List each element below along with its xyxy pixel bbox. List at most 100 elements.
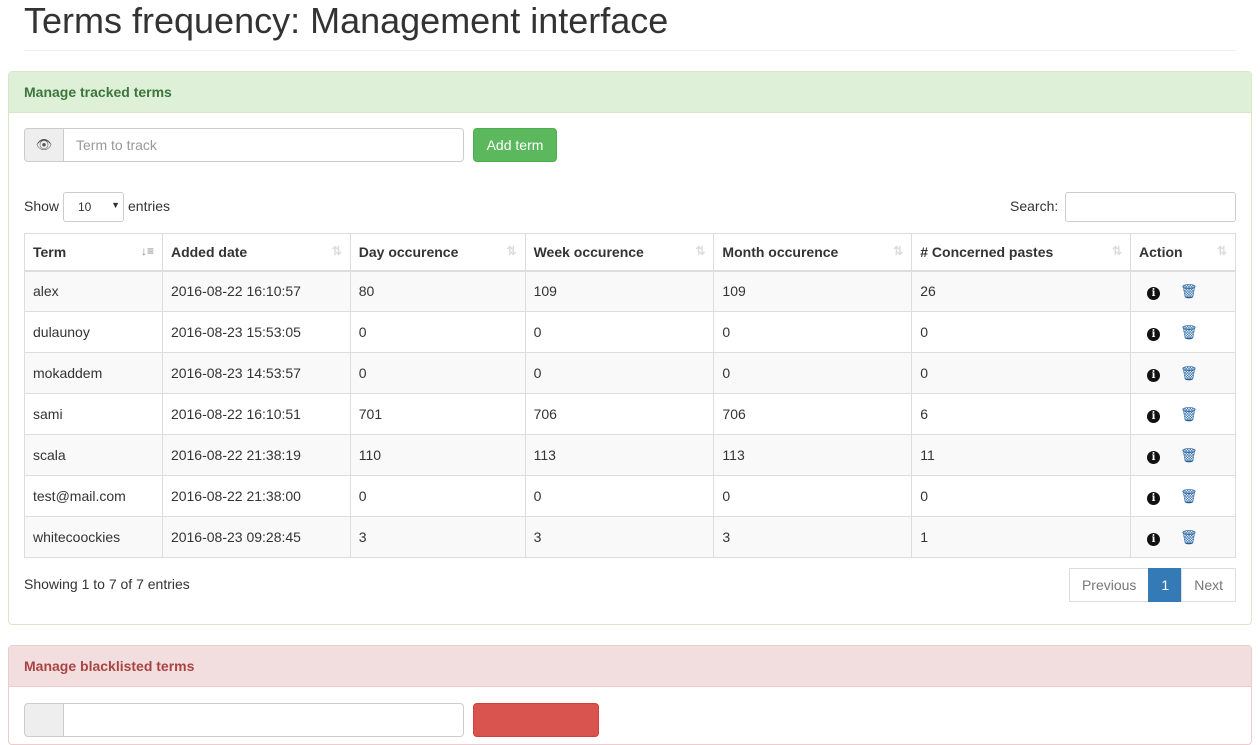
table-cell: 2016-08-22 16:10:57: [161, 270, 351, 312]
sort-icon: ⇅: [1216, 244, 1227, 258]
chevron-down-icon: ▼: [111, 200, 120, 210]
trash-icon[interactable]: 🗑: [1180, 323, 1198, 340]
info-icon[interactable]: i: [1147, 450, 1161, 464]
action-cell: i 🗑: [1130, 393, 1236, 435]
table-cell: 0: [349, 352, 526, 394]
table-cell: 2016-08-23 15:53:05: [161, 311, 351, 353]
trash-icon[interactable]: 🗑: [1180, 528, 1198, 545]
sort-ascending-icon: ↓≡: [140, 244, 154, 258]
sort-icon: ⇅: [506, 244, 517, 258]
table-cell: 0: [713, 352, 913, 394]
table-cell: whitecoockies: [24, 516, 163, 558]
table-cell: 6: [911, 393, 1132, 435]
table-row: alex 2016-08-22 16:10:57 80 109 109 26 i 🗑: [24, 270, 1236, 312]
action-cell: i 🗑: [1130, 311, 1236, 353]
column-label: Week occurence: [533, 243, 644, 260]
table-cell: 113: [524, 434, 715, 476]
table-cell: 0: [911, 311, 1132, 353]
table-cell: 3: [713, 516, 913, 558]
table-cell: 1: [911, 516, 1132, 558]
panel-heading: Manage tracked terms: [9, 72, 1251, 113]
table-cell: 0: [911, 475, 1132, 517]
table-cell: 0: [349, 311, 526, 353]
table-cell: 0: [713, 475, 913, 517]
table-cell: 0: [349, 475, 526, 517]
table-row: whitecoockies 2016-08-23 09:28:45 3 3 3 1 i 🗑: [24, 516, 1236, 558]
table-cell: 3: [524, 516, 715, 558]
info-icon[interactable]: i: [1147, 368, 1161, 382]
column-header[interactable]: Term ↓≡: [24, 233, 163, 272]
table-row: test@mail.com 2016-08-22 21:38:00 0 0 0 0 i 🗑: [24, 475, 1236, 517]
column-header[interactable]: Week occurence ⇅: [524, 233, 715, 272]
term-to-track-input[interactable]: [64, 128, 464, 162]
trash-icon[interactable]: 🗑: [1180, 405, 1198, 422]
page-title: Terms frequency: Management interface: [24, 0, 669, 41]
sort-icon: ⇅: [331, 244, 342, 258]
panel-heading: Manage blacklisted terms: [9, 646, 1251, 687]
table-cell: 701: [349, 393, 526, 435]
info-icon[interactable]: i: [1147, 286, 1161, 300]
next-button[interactable]: Next: [1181, 568, 1236, 602]
table-cell: 0: [524, 352, 715, 394]
sort-icon: ⇅: [1111, 244, 1123, 258]
column-label: # Concerned pastes: [920, 243, 1054, 260]
table-cell: sami: [24, 393, 163, 435]
column-header[interactable]: Month occurence ⇅: [713, 233, 913, 272]
action-cell: i 🗑: [1130, 352, 1236, 394]
page-size-value: 10: [78, 200, 92, 214]
blacklist-term-input[interactable]: [64, 703, 464, 737]
page-1-button[interactable]: 1: [1148, 568, 1183, 602]
table-cell: dulaunoy: [24, 311, 163, 353]
info-icon[interactable]: i: [1147, 409, 1161, 423]
table-row: dulaunoy 2016-08-23 15:53:05 0 0 0 0 i 🗑: [24, 311, 1236, 353]
blacklist-term-button[interactable]: [473, 703, 599, 737]
trash-icon[interactable]: 🗑: [1180, 487, 1198, 504]
column-header[interactable]: Added date ⇅: [161, 233, 351, 272]
page-size-select[interactable]: 10 ▼: [63, 192, 124, 222]
search-label: Search:: [1010, 198, 1059, 214]
table-cell: 2016-08-22 16:10:51: [161, 393, 351, 435]
action-cell: i 🗑: [1130, 475, 1236, 517]
table-cell: 2016-08-22 21:38:00: [161, 475, 351, 517]
table-cell: test@mail.com: [24, 475, 163, 517]
search-input[interactable]: [1065, 192, 1236, 222]
column-label: Added date: [170, 243, 248, 260]
trash-icon[interactable]: 🗑: [1180, 446, 1198, 463]
pagination: Previous 1 Next: [1068, 568, 1236, 602]
table-cell: 0: [911, 352, 1132, 394]
table-cell: 109: [524, 270, 715, 312]
table-cell: 2016-08-23 14:53:57: [161, 352, 351, 394]
entries-label: entries: [128, 198, 171, 214]
table-cell: mokaddem: [24, 352, 163, 394]
table-cell: 0: [524, 475, 715, 517]
table-cell: 80: [349, 270, 526, 312]
table-cell: 11: [911, 434, 1132, 476]
column-header[interactable]: # Concerned pastes ⇅: [911, 233, 1132, 272]
table-cell: 706: [524, 393, 715, 435]
info-icon[interactable]: i: [1147, 491, 1161, 505]
blacklist-input-group: [24, 703, 464, 737]
column-header[interactable]: Action ⇅: [1130, 233, 1236, 272]
sort-icon: ⇅: [695, 244, 706, 258]
action-cell: i 🗑: [1130, 270, 1236, 312]
previous-button[interactable]: Previous: [1068, 568, 1150, 602]
info-icon[interactable]: i: [1147, 327, 1161, 341]
trash-icon[interactable]: 🗑: [1180, 364, 1198, 381]
tracked-terms-table: Term ↓≡ Added date ⇅ Day occurence ⇅ Week occu…: [24, 233, 1236, 558]
table-cell: 109: [713, 270, 913, 312]
action-cell: i 🗑: [1130, 516, 1236, 558]
table-row: mokaddem 2016-08-23 14:53:57 0 0 0 0 i 🗑: [24, 352, 1236, 394]
tracked-terms-panel: Manage tracked terms 👁 Add term Show 10▼…: [8, 71, 1252, 625]
blacklisted-terms-panel: Manage blacklisted terms: [8, 645, 1252, 745]
table-cell: 26: [911, 270, 1132, 312]
info-icon[interactable]: i: [1147, 532, 1161, 546]
table-cell: alex: [24, 270, 163, 312]
column-label: Day occurence: [358, 243, 459, 260]
trash-icon[interactable]: 🗑: [1180, 282, 1198, 299]
input-addon: [24, 703, 64, 737]
column-header[interactable]: Day occurence ⇅: [349, 233, 526, 272]
table-summary: Showing 1 to 7 of 7 entries: [24, 576, 190, 592]
add-term-button[interactable]: Add term: [473, 128, 557, 162]
column-label: Action: [1139, 243, 1183, 260]
eye-icon: 👁: [24, 128, 64, 162]
